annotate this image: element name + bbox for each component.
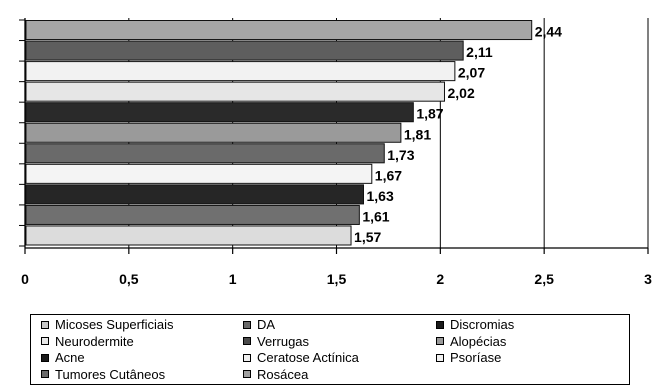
bar xyxy=(25,225,352,246)
data-label: 1,73 xyxy=(387,147,414,163)
data-label: 2,07 xyxy=(458,65,485,81)
legend-swatch xyxy=(436,353,444,362)
data-label: 1,81 xyxy=(404,126,431,142)
bar xyxy=(25,122,402,143)
x-tick-label: 1 xyxy=(229,271,237,287)
x-tick-label: 2 xyxy=(436,271,444,287)
legend-label: Tumores Cutâneos xyxy=(55,366,166,382)
legend-label: Discromias xyxy=(450,317,515,332)
bar-chart: 0 0,5 1 1,5 2 2,5 3 2,44 2,11 2,07 2,021,87 1,81 1,… xyxy=(19,18,652,287)
data-labels: 2,44 2,11 2,07 2,021,87 1,81 1,73 1,67 1,63 1,61… xyxy=(354,24,562,245)
x-tick-label: 0,5 xyxy=(119,271,139,287)
legend-item: Acne xyxy=(41,350,85,365)
legend-item: Psoríase xyxy=(436,350,501,365)
legend-swatch xyxy=(243,320,251,329)
legend-swatch xyxy=(41,353,49,362)
data-label: 1,67 xyxy=(375,167,402,183)
legend-item: Neurodermite xyxy=(41,334,134,349)
bar xyxy=(25,204,360,225)
bar xyxy=(25,184,364,205)
legend-item: Discromias xyxy=(436,317,514,332)
legend-swatch xyxy=(243,370,251,378)
legend-label: Acne xyxy=(55,350,85,365)
x-tick-label: 1,5 xyxy=(327,271,347,287)
bar xyxy=(25,163,373,184)
legend-item: Ceratose Actínica xyxy=(243,350,359,365)
data-label: 1,61 xyxy=(362,208,389,224)
legend-item: Verrugas xyxy=(243,334,309,349)
bar xyxy=(25,20,533,41)
legend-swatch xyxy=(243,337,251,345)
bar xyxy=(25,143,385,164)
legend-label: Psoríase xyxy=(450,350,502,365)
bar xyxy=(25,61,456,82)
legend-label: Rosácea xyxy=(257,366,309,382)
x-tick-label: 0 xyxy=(21,271,29,287)
legend-label: Ceratose Actínica xyxy=(257,350,359,365)
legend-swatch xyxy=(41,320,49,329)
legend-item: Rosácea xyxy=(243,367,308,382)
bar xyxy=(25,81,445,102)
x-tick-label: 3 xyxy=(644,271,652,287)
legend-item: Micoses Superficiais xyxy=(41,317,174,332)
legend-swatch xyxy=(436,337,444,345)
legend-swatch xyxy=(41,337,49,345)
data-label: 1,87 xyxy=(416,106,443,122)
legend: Micoses Superficiais DA Discromias Neuroder… xyxy=(30,314,630,385)
legend-label: DA xyxy=(257,317,276,332)
legend-swatch xyxy=(243,353,251,362)
legend-label: Verrugas xyxy=(257,333,310,349)
bar xyxy=(25,102,414,123)
legend-label: Micoses Superficiais xyxy=(55,317,174,332)
data-label: 2,11 xyxy=(466,44,493,60)
legend-swatch xyxy=(436,320,444,329)
x-tick-label: 2,5 xyxy=(534,271,554,287)
bar xyxy=(25,40,464,61)
legend-item: Tumores Cutâneos xyxy=(41,367,165,382)
legend-label: Alopécias xyxy=(450,333,507,349)
x-axis-ticks: 0 0,5 1 1,5 2 2,5 3 xyxy=(19,19,652,287)
legend-item: DA xyxy=(243,317,275,332)
data-label: 2,44 xyxy=(535,24,562,40)
data-label: 1,57 xyxy=(354,229,381,245)
legend-label: Neurodermite xyxy=(55,333,134,349)
data-label: 1,63 xyxy=(366,188,393,204)
data-label: 2,02 xyxy=(447,85,474,101)
legend-swatch xyxy=(41,370,49,378)
legend-item: Alopécias xyxy=(436,334,506,349)
bars xyxy=(25,20,533,246)
